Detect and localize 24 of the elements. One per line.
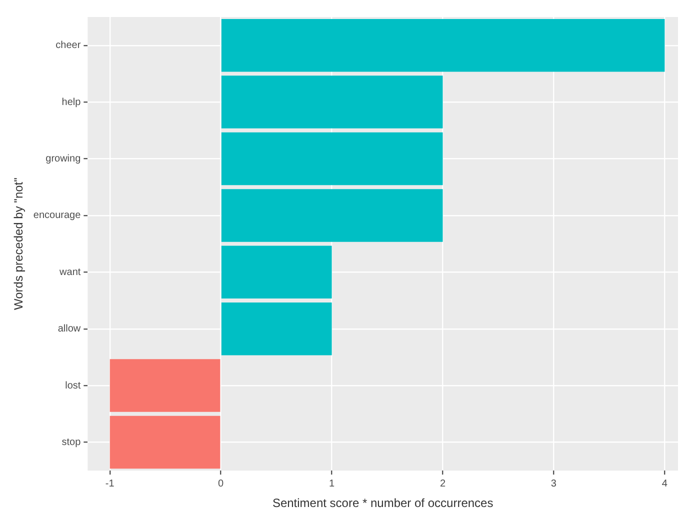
x-tick-label: 2 <box>440 478 446 490</box>
y-tick-label: growing <box>46 154 81 164</box>
bar <box>221 246 332 299</box>
x-axis-title: Sentiment score * number of occurrences <box>272 496 494 510</box>
bar <box>221 76 443 128</box>
bar <box>221 18 665 72</box>
bar <box>221 189 443 242</box>
y-tick-label: stop <box>62 437 82 448</box>
x-tick-label: 3 <box>550 478 557 490</box>
x-tick-label: -1 <box>105 478 115 490</box>
bar <box>110 359 220 412</box>
bar <box>221 302 332 356</box>
x-tick-label: 4 <box>662 478 668 490</box>
y-tick-label: help <box>62 96 82 108</box>
y-tick-label: allow <box>58 324 82 335</box>
bar <box>221 132 443 186</box>
x-tick-label: 1 <box>329 478 336 490</box>
y-tick-label: want <box>58 266 81 278</box>
y-axis-title: Words preceded by "not" <box>12 178 26 310</box>
y-tick-label: lost <box>65 380 81 392</box>
x-tick-label: 0 <box>218 478 224 490</box>
bar <box>110 416 220 469</box>
y-tick-label: encourage <box>33 210 82 222</box>
y-tick-label: cheer <box>56 40 82 52</box>
